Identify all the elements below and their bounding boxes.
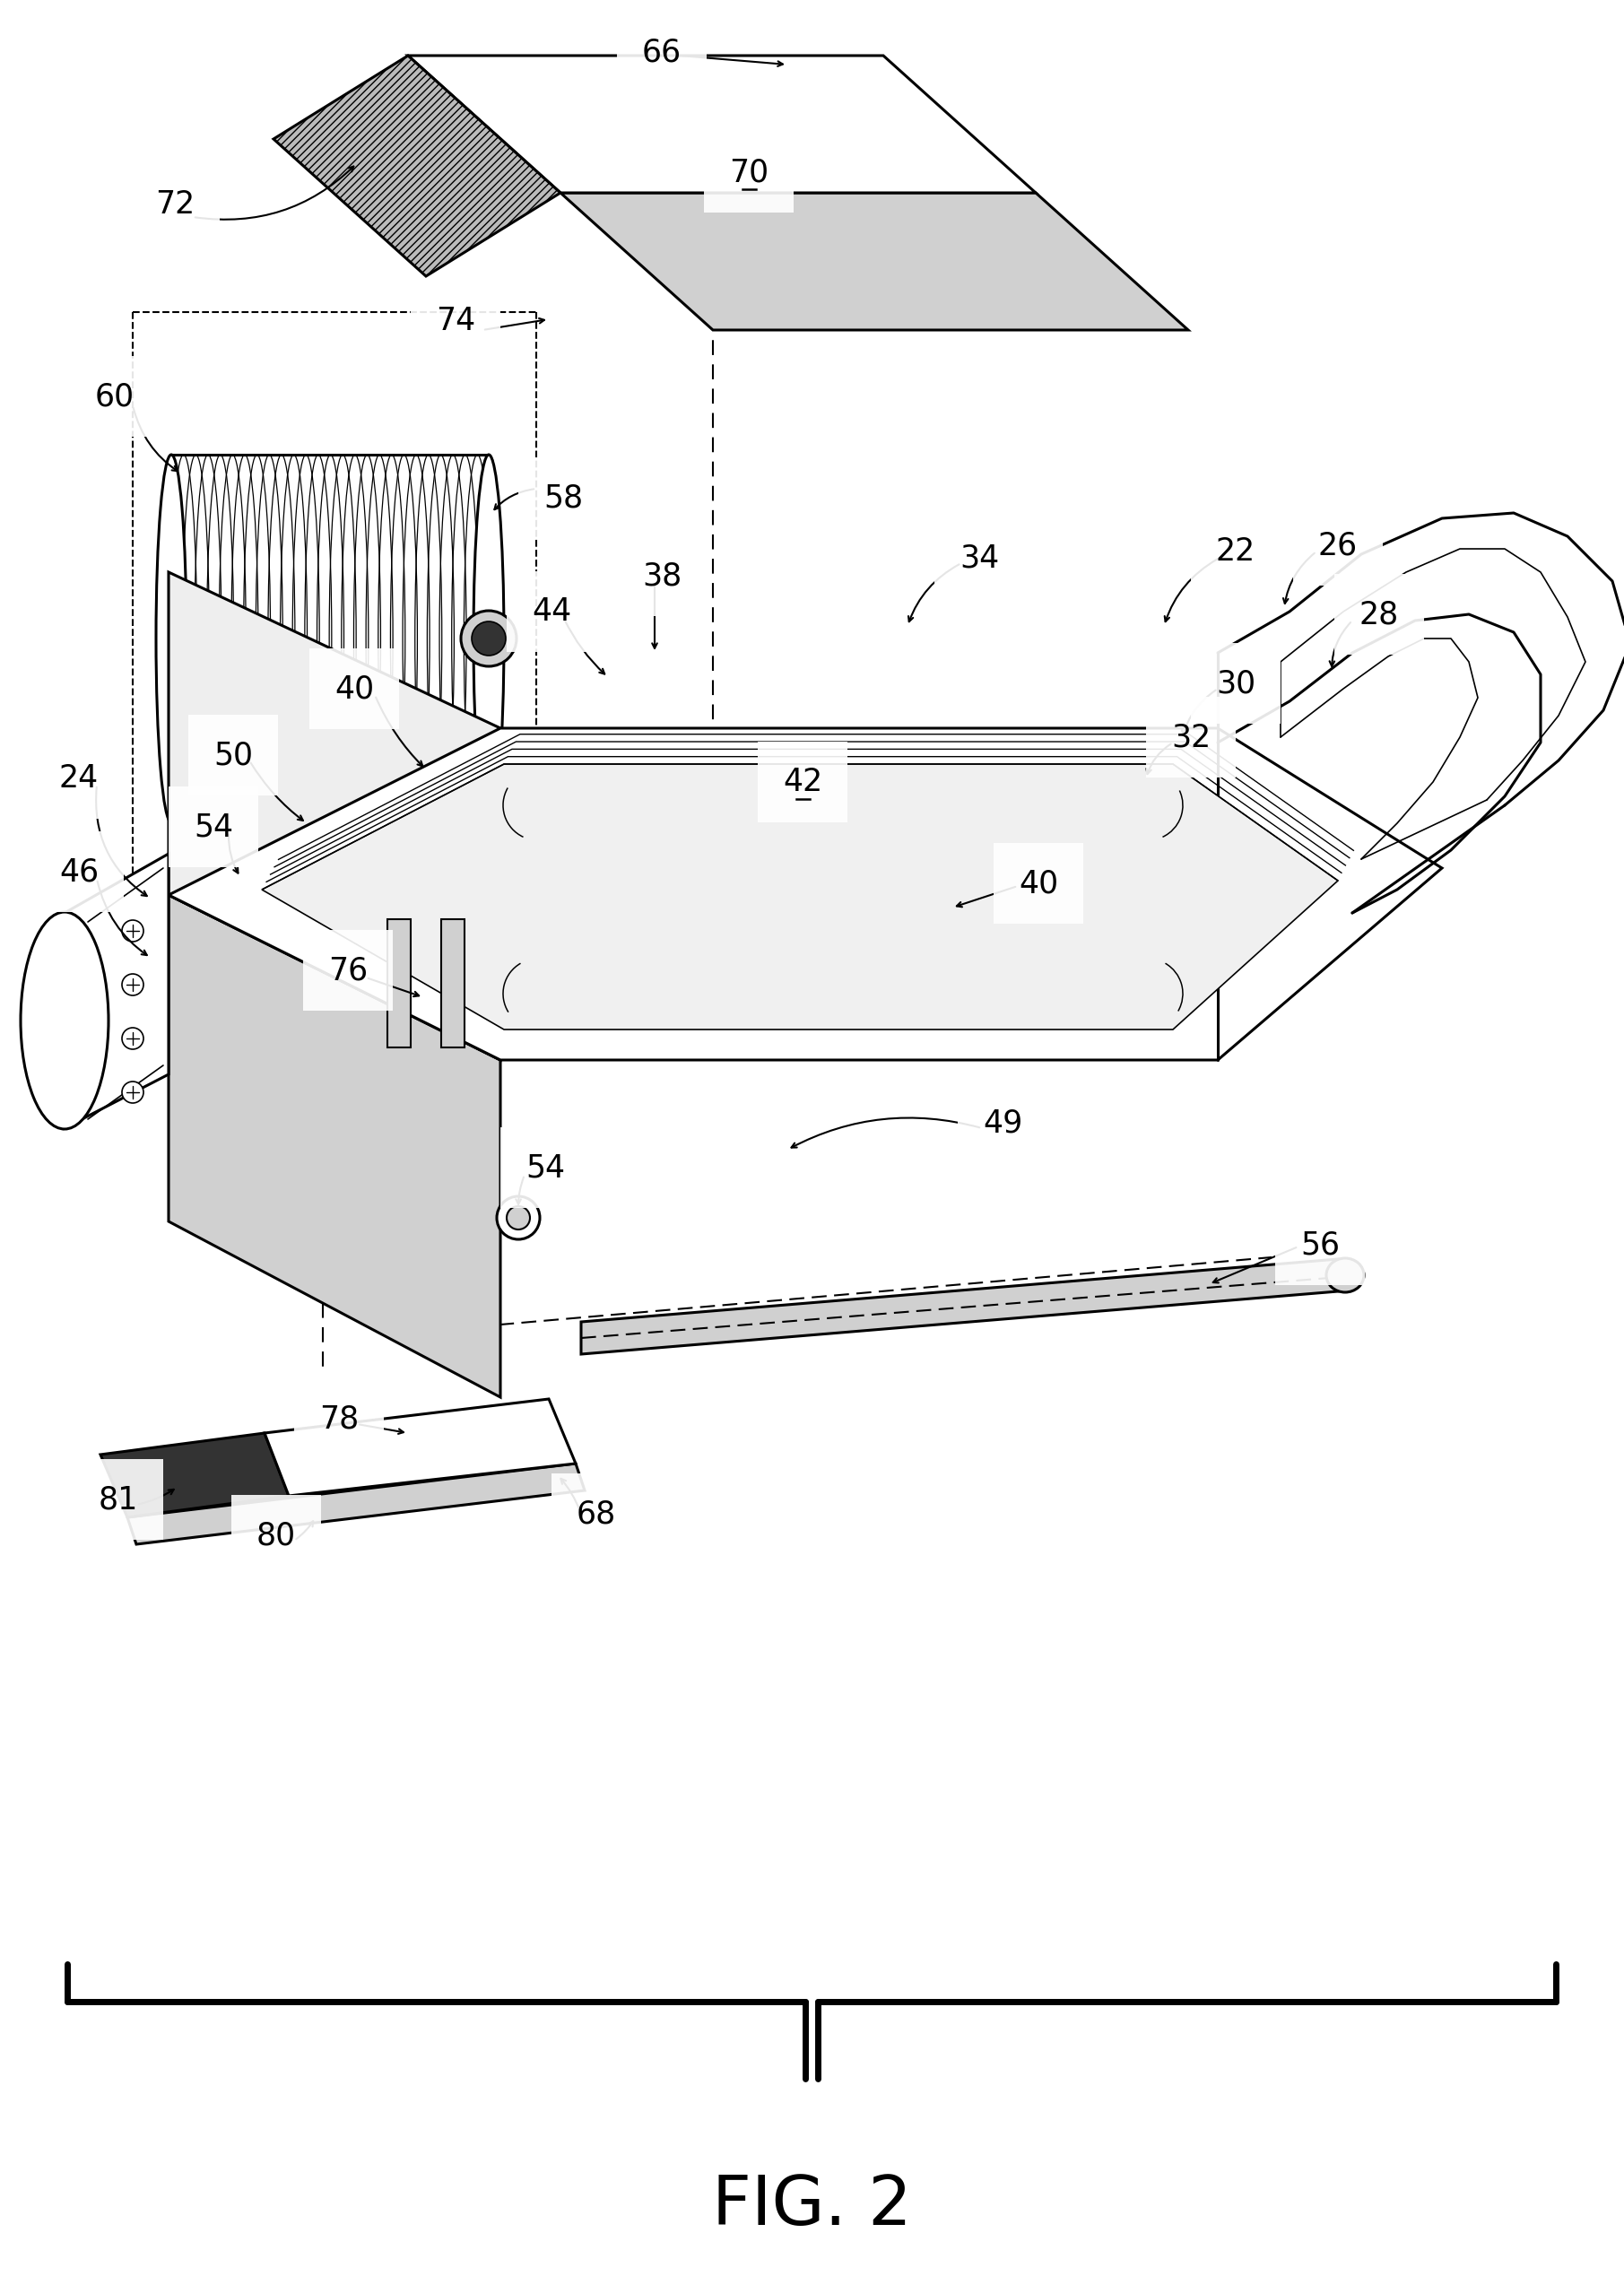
Circle shape [507, 1206, 529, 1229]
Ellipse shape [156, 455, 187, 823]
Text: 68: 68 [577, 1499, 615, 1529]
Polygon shape [265, 1398, 577, 1497]
Text: 54: 54 [193, 811, 234, 843]
Text: 44: 44 [531, 596, 572, 626]
Ellipse shape [471, 622, 505, 656]
Text: 32: 32 [1171, 722, 1212, 752]
Ellipse shape [1327, 1259, 1364, 1293]
Text: 70: 70 [729, 158, 768, 187]
Polygon shape [169, 896, 500, 1396]
Text: 72: 72 [154, 190, 195, 219]
Polygon shape [560, 192, 1189, 329]
Text: 26: 26 [1319, 530, 1358, 560]
Text: 46: 46 [58, 857, 99, 887]
Polygon shape [408, 55, 1036, 192]
Polygon shape [273, 55, 560, 276]
Text: 66: 66 [641, 37, 682, 66]
Ellipse shape [461, 610, 516, 667]
Text: 74: 74 [435, 306, 476, 336]
Text: 80: 80 [257, 1520, 296, 1552]
Text: 40: 40 [1018, 868, 1059, 898]
Text: 42: 42 [783, 768, 822, 797]
Text: FIG. 2: FIG. 2 [711, 2173, 911, 2239]
Circle shape [122, 973, 143, 996]
Polygon shape [171, 455, 489, 823]
Text: 56: 56 [1301, 1229, 1340, 1259]
Polygon shape [65, 855, 169, 1129]
Polygon shape [442, 919, 464, 1047]
Polygon shape [261, 763, 1338, 1031]
Text: 78: 78 [320, 1403, 359, 1435]
Text: 49: 49 [983, 1108, 1023, 1138]
Polygon shape [581, 1259, 1338, 1355]
Polygon shape [388, 919, 411, 1047]
Circle shape [122, 1081, 143, 1104]
Circle shape [122, 1028, 143, 1049]
Text: 76: 76 [328, 955, 367, 985]
Text: 54: 54 [526, 1152, 565, 1184]
Text: 60: 60 [94, 382, 135, 411]
Text: 40: 40 [335, 674, 374, 704]
Text: 58: 58 [544, 482, 583, 512]
Polygon shape [127, 1465, 585, 1545]
Text: 30: 30 [1216, 667, 1255, 699]
Text: 28: 28 [1359, 599, 1398, 631]
Text: 38: 38 [641, 560, 682, 592]
Text: 81: 81 [99, 1485, 138, 1515]
Text: 22: 22 [1216, 537, 1255, 567]
Polygon shape [1218, 512, 1624, 914]
Ellipse shape [474, 455, 503, 823]
Polygon shape [169, 571, 500, 1060]
Circle shape [122, 921, 143, 941]
Ellipse shape [21, 912, 109, 1129]
Polygon shape [169, 729, 1442, 1060]
Text: 24: 24 [58, 763, 99, 793]
Circle shape [497, 1197, 539, 1238]
Text: 50: 50 [213, 740, 253, 770]
Polygon shape [101, 1433, 289, 1517]
Text: 34: 34 [960, 542, 999, 574]
